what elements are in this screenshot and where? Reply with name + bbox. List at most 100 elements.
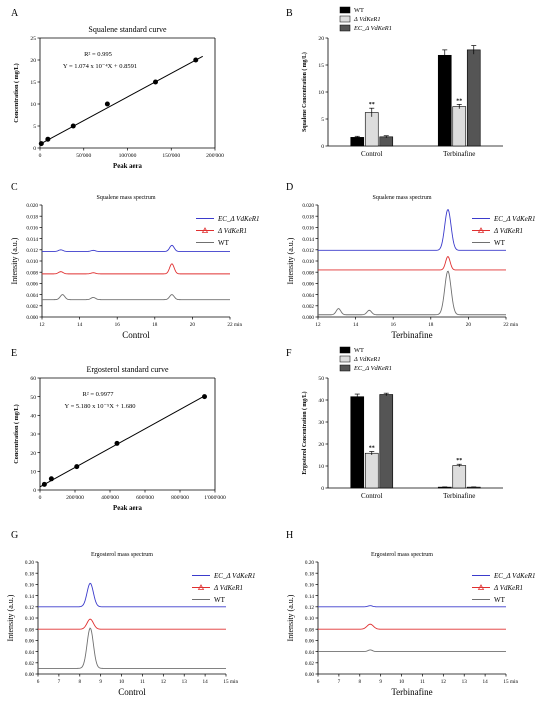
x-tick-label: 13	[182, 679, 188, 685]
legend-label: EC_Δ VdKeR1	[353, 25, 392, 32]
y-tick-label: 0.006	[26, 282, 38, 288]
bar	[379, 394, 394, 489]
significance-mark: **	[456, 458, 462, 464]
panel-letter: G	[11, 530, 18, 541]
panel-letter: D	[286, 182, 293, 193]
y-tick-label: 0.04	[25, 650, 34, 656]
y-tick-label: 50	[318, 376, 324, 382]
legend-label: Δ VdKeR1	[493, 584, 523, 592]
panel-h: H Ergosterol mass spectrum 0.00 0.02 0.04 0.0…	[286, 530, 536, 697]
x-tick-label: 18	[152, 322, 158, 328]
y-tick-label: 15	[318, 63, 324, 69]
x-tick-label: 1'000'000	[204, 495, 226, 501]
legend-label: WT	[494, 596, 506, 604]
category-label: Terbinafine	[443, 150, 475, 158]
y-tick-label: 0.00	[305, 672, 314, 678]
legend-label: WT	[354, 347, 364, 354]
x-tick-label: 12	[39, 322, 45, 328]
data-point	[104, 101, 110, 107]
y-tick-label: 30	[30, 432, 36, 438]
y-tick-label: 0.014	[26, 237, 38, 243]
legend-label: Δ VdKeR1	[353, 356, 381, 363]
x-tick-label: 12	[441, 679, 447, 685]
r-squared-label: R² = 0.9977	[82, 391, 114, 398]
legend-swatch	[339, 6, 351, 14]
x-axis-label: Peak aera	[113, 505, 142, 512]
spectrum-line	[42, 244, 230, 252]
x-tick-label: 6	[317, 679, 320, 685]
bar	[364, 452, 379, 489]
x-tick-label: 100'000	[119, 153, 137, 159]
y-axis-label: Concentration ( mg/L)	[13, 404, 20, 463]
spectrum-line	[38, 618, 226, 630]
x-tick-label: 150'000	[162, 153, 180, 159]
x-tick-label: 0	[39, 153, 42, 159]
y-tick-label: 15	[30, 80, 36, 86]
y-tick-label: 0.012	[302, 248, 314, 254]
chart-title: Ergosterol mass spectrum	[371, 552, 433, 558]
x-tick-label: 14	[203, 679, 209, 685]
x-tick-label: 15	[223, 679, 229, 685]
y-tick-label: 0.010	[26, 259, 38, 265]
x-tick-label: 200'000	[206, 153, 224, 159]
y-tick-label: 0.18	[25, 571, 34, 577]
legend-label: Δ VdKeR1	[217, 227, 247, 235]
panel-letter: E	[11, 348, 17, 359]
spectrum-line	[318, 209, 506, 251]
x-unit-label: min	[510, 322, 518, 328]
data-point	[38, 141, 44, 147]
y-tick-label: 0.008	[302, 270, 314, 276]
legend-swatch	[339, 346, 351, 354]
y-tick-label: 0.00	[25, 672, 34, 678]
spectrum-line	[318, 649, 506, 653]
y-tick-label: 50	[30, 395, 36, 401]
y-tick-label: 0.020	[302, 203, 314, 209]
spectrum-line	[318, 270, 506, 316]
y-tick-label: 0.016	[26, 226, 38, 232]
y-tick-label: 60	[30, 376, 36, 382]
x-tick-label: 600'000	[136, 495, 154, 501]
y-tick-label: 20	[318, 442, 324, 448]
x-tick-label: 8	[78, 679, 81, 685]
bar	[350, 137, 365, 147]
data-point	[74, 464, 80, 470]
fit-equation-label: Y = 5.180 x 10⁻⁵X + 1.680	[65, 403, 136, 410]
x-tick-label: 15	[503, 679, 509, 685]
legend-label: EC_Δ VdKeR1	[353, 365, 392, 372]
r-squared-label: R² = 0.995	[84, 51, 112, 58]
x-tick-label: 400'000	[101, 495, 119, 501]
legend-label: EC_Δ VdKeR1	[493, 215, 536, 223]
x-tick-label: 50'000	[76, 153, 91, 159]
y-tick-label: 0.06	[305, 639, 314, 645]
y-tick-label: 0.016	[302, 226, 314, 232]
panel-g: G Ergosterol mass spectrum 0.00 0.02 0.04 0.0…	[6, 530, 256, 697]
spectrum-line	[38, 582, 226, 608]
category-label: Terbinafine	[443, 492, 475, 500]
data-point	[153, 79, 158, 85]
data-point	[114, 440, 120, 446]
data-point	[45, 136, 51, 142]
y-tick-label: 0.12	[305, 605, 314, 611]
y-tick-label: 10	[30, 102, 36, 108]
panel-c: C Squalene mass spectrum 0.000 0.002 0.004 0.…	[10, 182, 260, 340]
x-unit-label: min	[510, 679, 518, 685]
spectrum-line	[318, 623, 506, 630]
y-tick-label: 30	[318, 420, 324, 426]
y-tick-label: 0.012	[26, 248, 38, 254]
legend-swatch	[339, 364, 351, 372]
legend-label: EC_Δ VdKeR1	[213, 572, 256, 580]
y-axis-label: Ergosterol Concentration ( mg/L)	[301, 391, 308, 474]
x-axis-label: Terbinafine	[391, 687, 432, 697]
y-tick-label: 0.010	[302, 259, 314, 265]
x-tick-label: 14	[77, 322, 83, 328]
panel-b: B 0 5 10 15 20 ** Control ** Terbinafine WT Δ VdKeR…	[286, 6, 503, 158]
bar	[350, 396, 365, 489]
y-tick-label: 0.020	[26, 203, 38, 209]
bar	[364, 112, 379, 147]
y-tick-label: 0.12	[25, 605, 34, 611]
y-tick-label: 0.006	[302, 282, 314, 288]
bar	[452, 106, 467, 147]
y-tick-label: 0.014	[302, 237, 314, 243]
